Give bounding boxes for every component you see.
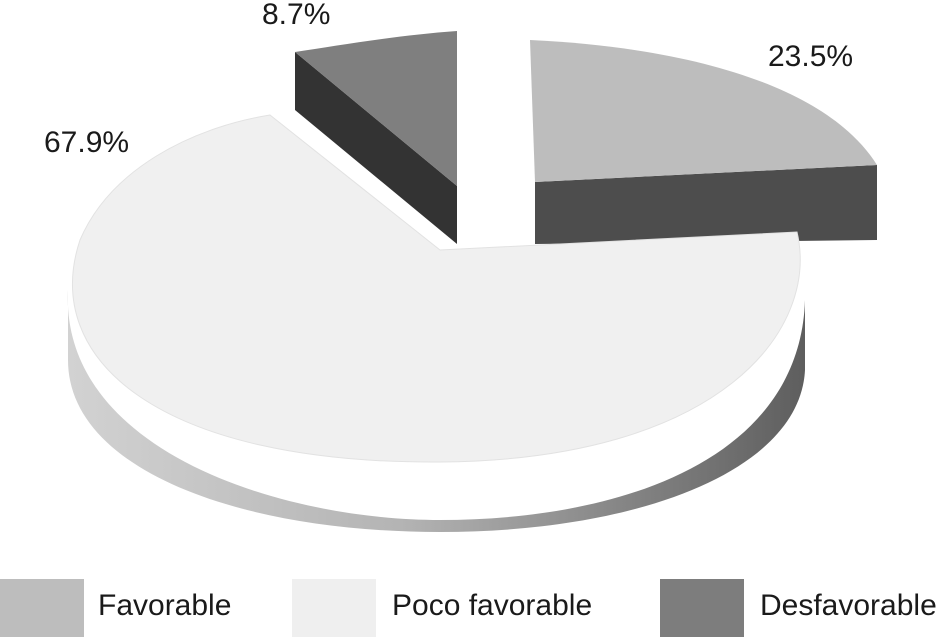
pie-slice-poco-favorable [72,114,801,463]
legend-swatch-desfavorable [660,579,744,637]
pie-slice-desfavorable-side [295,52,457,244]
pie-label-favorable: 23.5% [768,40,853,73]
legend-label-poco-favorable: Poco favorable [392,589,593,622]
pie-slice-favorable-side [535,165,877,244]
chart-legend: Favorable Poco favorable Desfavorable [0,575,952,638]
legend-swatch-poco-favorable [292,579,376,637]
legend-label-desfavorable: Desfavorable [760,589,937,622]
pie-plot-area: 23.5% 67.9% 8.7% [44,0,877,532]
legend-label-favorable: Favorable [98,589,232,622]
pie-label-desfavorable: 8.7% [262,0,330,31]
pie-label-poco-favorable: 67.9% [44,126,129,159]
pie-slice-desfavorable [295,31,457,186]
legend-swatch-favorable [0,579,84,637]
pie-slice-favorable [530,40,877,182]
